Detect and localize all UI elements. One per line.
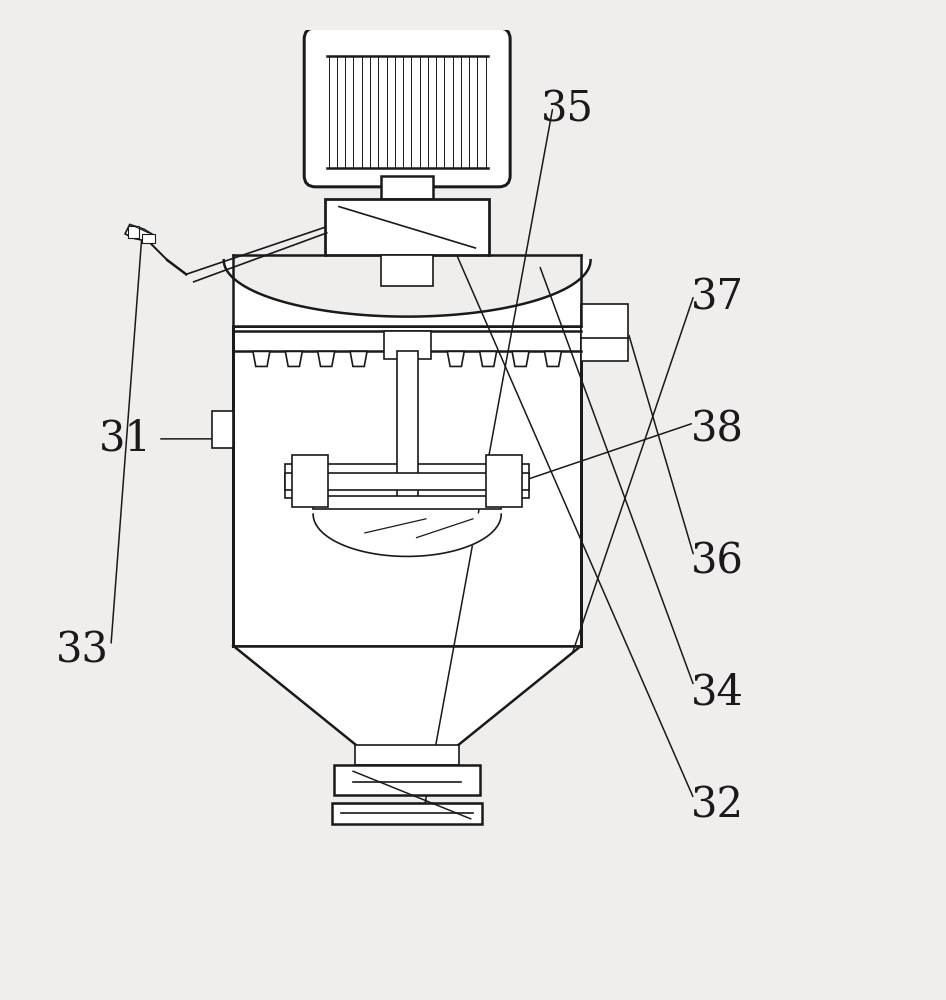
Bar xyxy=(324,199,489,255)
Bar xyxy=(384,331,430,359)
Polygon shape xyxy=(447,351,464,366)
Text: 32: 32 xyxy=(691,785,745,827)
Text: 34: 34 xyxy=(691,672,744,714)
Bar xyxy=(381,255,433,286)
Bar xyxy=(285,464,530,498)
Polygon shape xyxy=(224,260,590,326)
Polygon shape xyxy=(480,351,497,366)
Polygon shape xyxy=(125,224,153,241)
Bar xyxy=(142,234,155,243)
Bar xyxy=(581,304,628,361)
Bar xyxy=(396,351,417,500)
Polygon shape xyxy=(318,351,335,366)
Bar xyxy=(486,455,522,507)
Bar xyxy=(381,176,433,199)
Bar xyxy=(128,226,139,238)
Polygon shape xyxy=(350,351,367,366)
Bar xyxy=(313,496,501,509)
Text: 33: 33 xyxy=(56,629,109,671)
Bar xyxy=(356,745,459,765)
Text: 35: 35 xyxy=(540,89,593,131)
Text: 38: 38 xyxy=(692,408,744,450)
Polygon shape xyxy=(233,646,581,745)
Polygon shape xyxy=(545,351,561,366)
Polygon shape xyxy=(286,351,303,366)
Polygon shape xyxy=(313,514,501,556)
Polygon shape xyxy=(512,351,529,366)
Text: 37: 37 xyxy=(691,277,744,319)
Bar xyxy=(233,326,581,646)
Polygon shape xyxy=(253,351,270,366)
FancyBboxPatch shape xyxy=(305,28,510,187)
Bar xyxy=(285,473,530,490)
Bar xyxy=(334,765,480,795)
Text: 31: 31 xyxy=(98,418,151,460)
Bar xyxy=(332,803,482,824)
Bar xyxy=(292,455,328,507)
Text: 36: 36 xyxy=(692,540,744,582)
Bar xyxy=(213,411,233,448)
